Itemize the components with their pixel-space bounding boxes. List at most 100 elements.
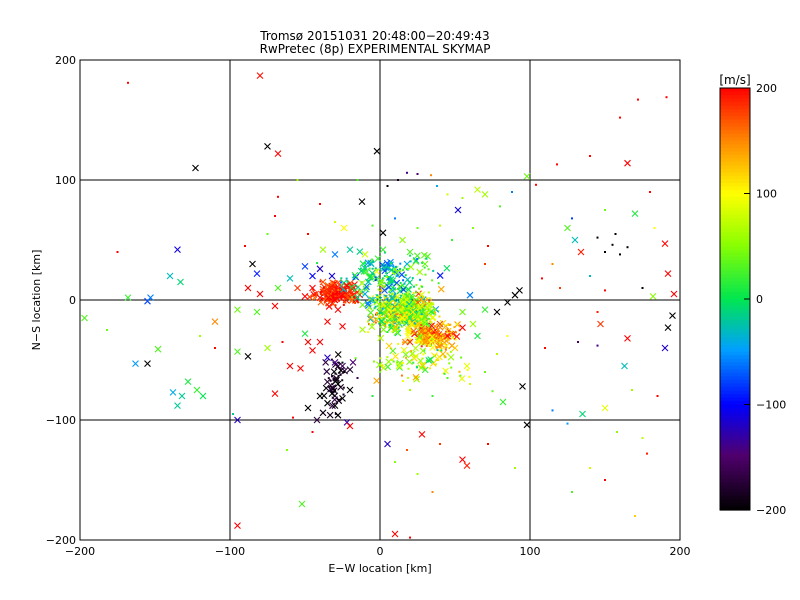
colorbar-segment	[720, 302, 750, 307]
data-point-dot	[604, 209, 606, 211]
data-point-dot	[407, 307, 410, 310]
colorbar-segment	[720, 133, 750, 138]
data-point-x	[324, 318, 331, 325]
data-point-dot	[406, 309, 409, 312]
data-point-x	[313, 416, 321, 424]
data-point-x	[361, 290, 369, 298]
data-point-dot	[321, 297, 324, 300]
data-point-dot	[596, 344, 599, 347]
data-point-dot	[427, 268, 430, 271]
data-point-x	[301, 330, 309, 337]
data-point-dot	[435, 334, 438, 337]
data-point-dot	[429, 320, 432, 323]
data-point-dot	[426, 333, 429, 336]
data-point-dot	[421, 323, 424, 326]
data-point-dot	[337, 375, 340, 378]
data-point-dot	[437, 342, 440, 345]
data-point-dot	[450, 366, 453, 369]
colorbar-segment	[720, 158, 750, 163]
data-point-x	[184, 378, 192, 385]
data-point-dot	[393, 305, 396, 308]
data-point-dot	[372, 272, 375, 275]
data-point-dot	[341, 291, 344, 294]
data-point-x	[624, 335, 631, 342]
data-point-dot	[571, 491, 573, 493]
data-point-dot	[401, 311, 404, 314]
data-point-x	[332, 361, 339, 368]
data-point-dot	[389, 311, 392, 314]
colorbar-segment	[720, 439, 750, 444]
data-point-x	[396, 364, 404, 371]
data-point-x	[301, 293, 309, 300]
colorbar-segment	[720, 320, 750, 325]
colorbar-segment	[720, 253, 750, 258]
data-point-x	[419, 347, 427, 355]
data-point-x	[428, 333, 436, 341]
data-point-x	[385, 274, 393, 281]
data-point-dot	[444, 330, 447, 333]
data-point-dot	[551, 409, 554, 412]
data-point-dot	[446, 328, 449, 331]
data-point-x	[664, 270, 672, 277]
colorbar-segment	[720, 460, 750, 465]
colorbar-segment	[720, 95, 750, 100]
data-point-dot	[440, 349, 443, 352]
data-point-x	[322, 384, 330, 392]
data-point-dot	[551, 263, 554, 265]
data-point-dot	[559, 287, 561, 289]
data-point-x	[373, 267, 380, 275]
data-point-dot	[342, 303, 345, 306]
data-point-dot	[541, 277, 543, 280]
data-point-dot	[414, 314, 417, 317]
data-point-dot	[514, 467, 516, 469]
data-point-dot	[401, 361, 404, 364]
data-point-x	[661, 344, 669, 352]
data-point-dot	[399, 262, 402, 265]
data-point-x	[324, 354, 331, 361]
data-point-x	[493, 308, 501, 316]
data-point-dot	[403, 266, 406, 269]
colorbar-segment	[720, 499, 750, 504]
data-point-dot	[384, 324, 387, 327]
data-point-dot	[376, 305, 379, 308]
data-point-dot	[384, 315, 387, 318]
data-point-dot	[436, 349, 439, 352]
data-point-x	[459, 456, 466, 463]
data-point-dot	[377, 288, 380, 291]
data-point-dot	[434, 311, 437, 314]
colorbar-segment	[720, 492, 750, 497]
data-point-dot	[394, 265, 397, 268]
data-point-dot	[387, 281, 390, 284]
colorbar-segment	[720, 123, 750, 128]
data-point-dot	[337, 288, 340, 291]
data-point-x	[412, 373, 420, 381]
colorbar-segment	[720, 471, 750, 476]
data-point-dot	[634, 515, 636, 517]
data-point-x	[271, 302, 279, 310]
data-point-x	[400, 298, 407, 306]
data-point-dot	[380, 302, 383, 305]
data-point-dot	[384, 322, 387, 325]
data-point-dot	[351, 296, 354, 299]
data-point-x	[380, 326, 387, 334]
data-point-dot	[435, 345, 438, 348]
colorbar-segment	[720, 284, 750, 290]
data-point-x	[403, 260, 411, 268]
data-point-dot	[337, 361, 340, 364]
colorbar-segment	[720, 161, 750, 166]
axis-ticks	[79, 59, 681, 541]
data-point-dot	[484, 263, 486, 265]
data-point-dot	[281, 341, 284, 343]
data-point-dot	[371, 267, 374, 270]
data-point-x	[298, 500, 306, 508]
data-point-x	[425, 356, 433, 364]
data-point-x	[329, 300, 337, 308]
data-point-dot	[334, 294, 337, 297]
data-point-x	[577, 248, 585, 256]
data-point-dot	[392, 265, 395, 268]
data-point-dot	[400, 289, 403, 292]
data-point-x	[271, 390, 279, 397]
data-point-dot	[391, 311, 394, 314]
data-point-dot	[402, 269, 405, 272]
data-point-dot	[646, 452, 648, 455]
